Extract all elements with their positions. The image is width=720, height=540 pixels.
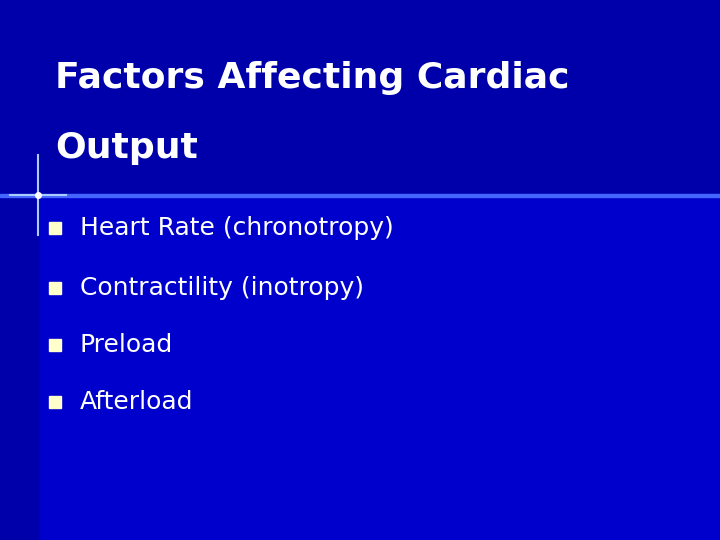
Text: Contractility (inotropy): Contractility (inotropy) bbox=[80, 276, 364, 300]
Bar bbox=[0, 194, 720, 197]
Text: Output: Output bbox=[55, 131, 198, 165]
Text: Preload: Preload bbox=[80, 333, 174, 357]
Bar bbox=[49, 222, 61, 234]
Bar bbox=[49, 339, 61, 351]
Bar bbox=[49, 396, 61, 408]
Bar bbox=[0, 0, 38, 540]
Text: Factors Affecting Cardiac: Factors Affecting Cardiac bbox=[55, 61, 570, 95]
Text: Afterload: Afterload bbox=[80, 390, 194, 414]
Bar bbox=[0, 0, 720, 195]
Text: Heart Rate (chronotropy): Heart Rate (chronotropy) bbox=[80, 216, 394, 240]
Bar bbox=[49, 282, 61, 294]
